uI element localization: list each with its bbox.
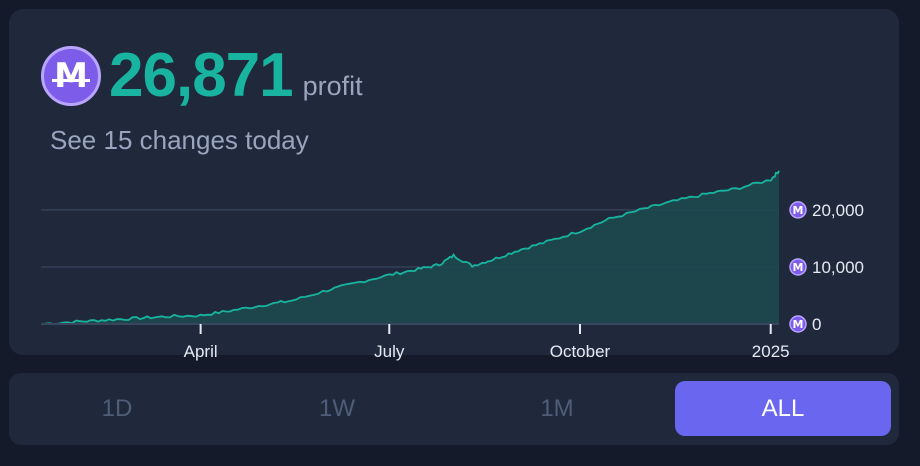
- tab-1w[interactable]: 1W: [319, 394, 355, 422]
- series-line: [40, 170, 780, 326]
- time-range-tabs: 1D 1W 1M ALL: [9, 373, 899, 445]
- x-tick-label: 2025: [752, 342, 790, 361]
- m-coin-glyph: M: [793, 204, 804, 217]
- m-coin-icon: [789, 201, 807, 219]
- x-tick-label: October: [550, 342, 611, 361]
- profit-header: M 26,871 profit: [41, 41, 363, 110]
- m-coin-glyph: M: [793, 318, 804, 331]
- m-coin-glyph: M: [793, 261, 804, 274]
- x-tick-label: July: [374, 342, 405, 361]
- y-tick-label: 10,000: [812, 258, 864, 277]
- tab-all[interactable]: ALL: [675, 381, 891, 436]
- x-tick-label: April: [184, 342, 218, 361]
- profit-unit-label: profit: [302, 71, 363, 101]
- y-tick-label: 0: [812, 315, 821, 334]
- changes-subtitle: See 15 changes today: [50, 125, 309, 155]
- y-tick-label: 20,000: [812, 201, 864, 220]
- series-area: [41, 170, 779, 325]
- tab-1m[interactable]: 1M: [540, 394, 574, 422]
- m-coin-icon: [789, 258, 807, 276]
- m-coin-icon: [789, 315, 807, 333]
- profit-amount: 26,871: [109, 41, 294, 110]
- m-coin-icon: M: [41, 46, 101, 106]
- tab-1d[interactable]: 1D: [101, 394, 133, 422]
